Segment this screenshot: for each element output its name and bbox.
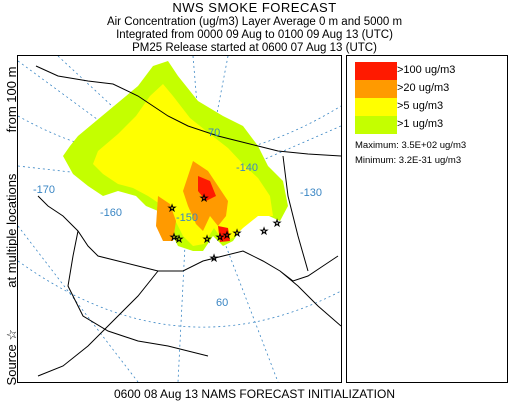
grid-label-lon-160: -160: [100, 207, 122, 219]
legend-label: >5 ug/m3: [397, 100, 444, 112]
source-star: ☆: [260, 226, 268, 236]
grid-label-lat-70: 70: [208, 127, 220, 139]
source-star: ☆: [170, 232, 178, 242]
subtitle-concentration: Air Concentration (ug/m3) Layer Average …: [106, 16, 403, 28]
grid-labels: -170 -160 -150 -140 -130 70 60: [33, 127, 322, 309]
legend-item-100: >100 ug/m3: [355, 62, 495, 80]
latitude-line-70: [18, 105, 341, 160]
legend-item-20: >20 ug/m3: [355, 80, 495, 98]
subtitle-release-time: PM25 Release started at 0600 07 Aug 13 (…: [132, 42, 377, 54]
source-star: ☆: [175, 234, 183, 244]
legend-swatch: [355, 80, 397, 98]
canada-border: [282, 155, 309, 272]
latitude-line-60: [18, 260, 341, 328]
grid-label-lat-60: 60: [216, 297, 228, 309]
legend-label: >100 ug/m3: [397, 64, 456, 76]
plume-band-2: [93, 84, 273, 246]
source-star: ☆: [223, 230, 231, 240]
smoke-plume: [63, 61, 288, 251]
source-star: ☆: [203, 234, 211, 244]
grid-label-lon-150: -150: [176, 212, 198, 224]
legend-minimum: Minimum: 3.2E-31 ug/m3: [355, 155, 462, 166]
source-star: ☆: [210, 253, 218, 263]
legend-swatch: [355, 62, 397, 80]
source-star: ☆: [200, 193, 208, 203]
map-title: NWS SMOKE FORECAST: [172, 0, 337, 15]
legend-label: >20 ug/m3: [397, 82, 450, 94]
legend-swatch: [355, 98, 397, 116]
source-star: ☆: [168, 203, 176, 213]
map-canvas: ☆ ☆ ☆ ☆ ☆ ☆ ☆ ☆ ☆ ☆ ☆ -170 -160 -150 -14…: [18, 56, 341, 382]
source-star: ☆: [233, 228, 241, 238]
legend-item-5: >5 ug/m3: [355, 98, 495, 116]
subtitle-integration-period: Integrated from 0000 09 Aug to 0100 09 A…: [116, 29, 393, 41]
grid-label-lon-130: -130: [300, 187, 322, 199]
arctic-coast: [257, 145, 341, 157]
plume-band-4: [198, 176, 216, 201]
forecast-initialization: 0600 08 Aug 13 NAMS FORECAST INITIALIZAT…: [114, 387, 395, 401]
legend-maximum: Maximum: 3.5E+02 ug/m3: [355, 140, 467, 151]
alaska-outline: [35, 65, 341, 377]
legend-swatch: [355, 116, 397, 134]
source-star: ☆: [216, 232, 224, 242]
plume-band-4b: [218, 226, 230, 242]
legend-label: >1 ug/m3: [397, 118, 444, 130]
legend-panel: >100 ug/m3 >20 ug/m3 >5 ug/m3 >1 ug/m3 M…: [346, 55, 508, 383]
source-markers: ☆ ☆ ☆ ☆ ☆ ☆ ☆ ☆ ☆ ☆ ☆: [168, 193, 282, 264]
legend-item-1: >1 ug/m3: [355, 116, 495, 134]
smoke-map: ☆ ☆ ☆ ☆ ☆ ☆ ☆ ☆ ☆ ☆ ☆ -170 -160 -150 -14…: [17, 55, 342, 383]
grid-label-lon-170: -170: [33, 184, 55, 196]
meridian-c: [18, 225, 139, 382]
source-star: ☆: [273, 218, 281, 228]
coastline: [35, 65, 341, 377]
plume-band-3b: [156, 196, 176, 241]
grid-label-lon-140: -140: [236, 162, 258, 174]
